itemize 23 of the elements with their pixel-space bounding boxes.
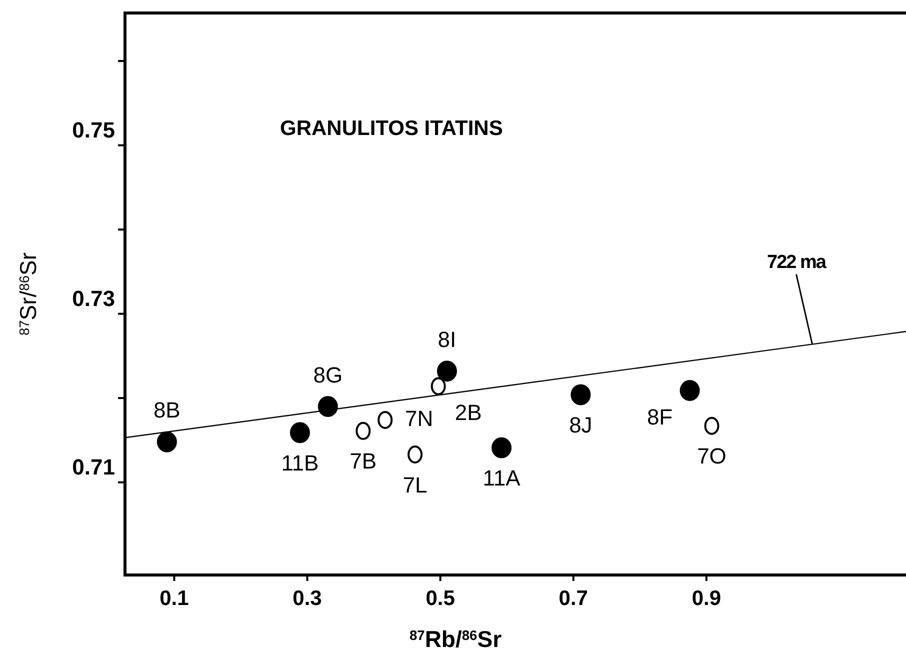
annotation: 7O [697, 444, 726, 469]
x-tick-label: 0.5 [426, 587, 456, 610]
annotation: 7N [405, 406, 434, 431]
x-tick-label: 0.1 [160, 587, 190, 610]
x-tick-label: 0.3 [292, 587, 322, 610]
annotation: 8I [438, 326, 456, 352]
y-tick-label: 0.71 [72, 454, 115, 480]
annotation: 8B [153, 398, 180, 423]
annotation: 7B [350, 448, 377, 474]
annotation: 7L [402, 472, 428, 498]
annotation: 8J [569, 412, 592, 438]
x-tick-label: 0.9 [692, 587, 722, 610]
annotation: 8G [313, 362, 343, 388]
annotation: 11A [482, 466, 521, 491]
y-tick-label: 0.75 [72, 117, 115, 142]
text: 722 ma [767, 252, 827, 274]
x-tick-label: 0.7 [558, 587, 588, 610]
annotation: 2B [454, 400, 482, 426]
y-tick-label: 0.73 [72, 286, 115, 311]
annotation: 8F [646, 404, 673, 430]
text: GRANULITOS ITATINS [280, 117, 503, 140]
annotation: 11B [281, 450, 319, 476]
x-axis-title: $^{87}$Rb/$^{86}$Sr [409, 626, 502, 652]
